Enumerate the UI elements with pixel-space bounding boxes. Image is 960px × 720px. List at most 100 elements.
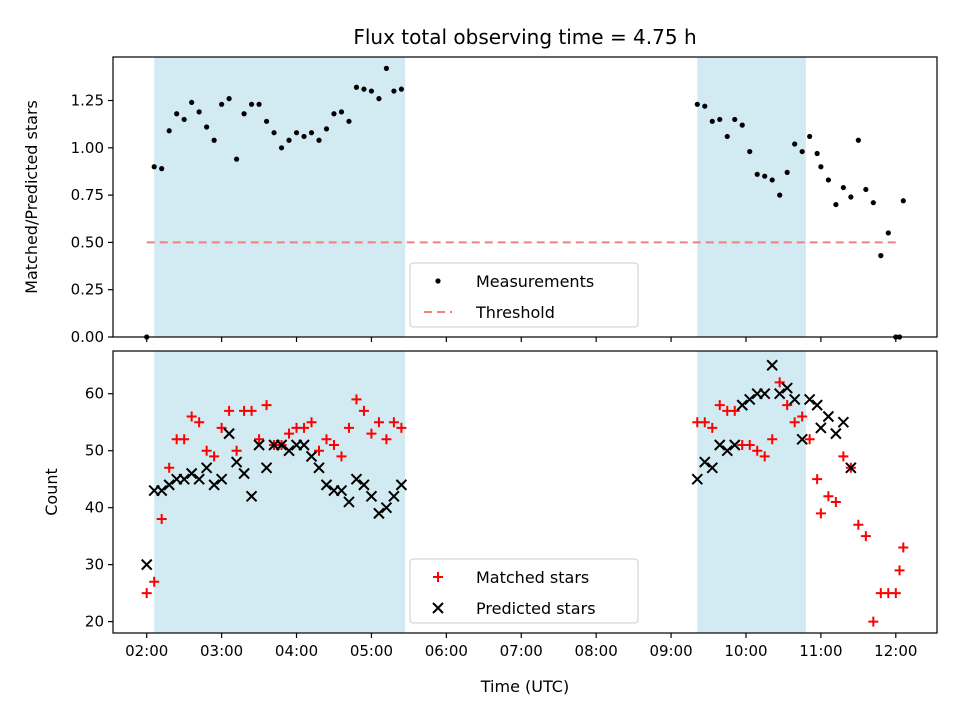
- shaded-interval: [697, 57, 806, 337]
- data-point: [163, 479, 175, 491]
- data-point: [840, 184, 846, 191]
- data-point: [788, 393, 801, 406]
- data-point: [782, 400, 793, 411]
- data-point: [398, 86, 404, 92]
- data-point: [196, 109, 202, 115]
- data-point: [373, 507, 385, 520]
- data-point: [316, 137, 322, 143]
- y-tick-label: 50: [85, 442, 104, 460]
- legend-label: Matched stars: [476, 568, 589, 587]
- data-point: [238, 467, 250, 480]
- data-point: [185, 467, 198, 480]
- data-point: [230, 456, 243, 468]
- data-point: [336, 451, 347, 462]
- data-point: [335, 484, 348, 497]
- data-point: [299, 422, 310, 433]
- x-tick-label: 12:00: [874, 642, 917, 660]
- data-point: [773, 388, 786, 400]
- data-point: [204, 124, 210, 130]
- data-point: [219, 101, 225, 107]
- x-tick-label: 08:00: [575, 642, 618, 660]
- y-tick-label: 0.00: [71, 328, 104, 346]
- data-point: [174, 111, 180, 117]
- data-point: [245, 490, 258, 502]
- x-tick-label: 04:00: [275, 642, 318, 660]
- data-point: [193, 473, 205, 485]
- shaded-interval: [154, 57, 406, 337]
- data-point: [181, 116, 187, 123]
- legend: Matched stars Predicted stars: [409, 558, 639, 624]
- x-tick-label: 02:00: [125, 642, 168, 660]
- data-point: [361, 86, 367, 92]
- data-point: [774, 377, 785, 388]
- data-point: [848, 194, 854, 200]
- chart-title: Flux total observing time = 4.75 h: [353, 25, 696, 49]
- data-point: [838, 451, 849, 462]
- data-point: [709, 118, 715, 124]
- data-point: [381, 434, 392, 445]
- data-point: [707, 422, 718, 433]
- data-point: [815, 508, 826, 519]
- data-point: [358, 405, 369, 416]
- data-point: [792, 141, 798, 147]
- data-point: [305, 450, 318, 463]
- legend-label: Threshold: [475, 303, 555, 322]
- data-point: [376, 96, 382, 102]
- data-point: [383, 65, 390, 71]
- data-point: [804, 434, 815, 445]
- x-tick-label: 03:00: [200, 642, 243, 660]
- x-tick-label: 11:00: [799, 642, 842, 660]
- data-point: [224, 405, 235, 416]
- data-point: [241, 111, 247, 117]
- data-point: [151, 164, 157, 170]
- data-point: [789, 417, 800, 428]
- data-point: [762, 173, 768, 179]
- data-point: [211, 137, 217, 143]
- data-point: [234, 156, 240, 162]
- data-point: [766, 359, 778, 371]
- data-point: [284, 428, 295, 439]
- data-point: [744, 440, 755, 450]
- y-tick-label: 0.25: [71, 281, 104, 299]
- data-point: [200, 462, 213, 474]
- data-point: [825, 177, 831, 183]
- shaded-interval: [154, 351, 406, 633]
- data-point: [209, 451, 220, 462]
- data-point: [308, 130, 315, 136]
- data-point: [166, 128, 172, 134]
- y-tick-label: 20: [85, 613, 104, 631]
- data-point: [141, 558, 153, 571]
- data-point: [365, 490, 378, 502]
- data-point: [346, 118, 352, 124]
- panel-1: 0.00 0.25 0.50 0.75 1.00 1.25 Measurements Thre…: [71, 56, 938, 346]
- axes-frame: [112, 56, 938, 338]
- data-point: [159, 166, 165, 172]
- data-point: [759, 451, 770, 462]
- legend-label: Measurements: [476, 272, 594, 291]
- axes-frame: [112, 350, 938, 634]
- data-point: [714, 400, 725, 411]
- data-point: [833, 201, 839, 208]
- data-point: [194, 417, 205, 428]
- data-point: [368, 88, 375, 94]
- legend-swatch: [432, 602, 444, 614]
- y-tick-label: 0.75: [71, 186, 104, 204]
- data-point: [301, 133, 307, 140]
- data-point: [900, 198, 906, 204]
- data-point: [208, 479, 220, 491]
- data-point: [830, 496, 841, 507]
- y-tick-label: 1.25: [71, 92, 104, 110]
- y-tick-label: 30: [85, 556, 104, 574]
- data-point: [691, 473, 703, 485]
- data-point: [803, 393, 816, 406]
- data-point: [331, 111, 337, 117]
- x-tick-label: 07:00: [500, 642, 543, 660]
- data-point: [338, 109, 345, 115]
- data-point: [739, 122, 745, 128]
- data-point: [796, 433, 808, 446]
- x-tick-label: 06:00: [425, 642, 468, 660]
- legend-box: [409, 558, 639, 624]
- data-point: [811, 399, 823, 411]
- data-point: [215, 473, 228, 485]
